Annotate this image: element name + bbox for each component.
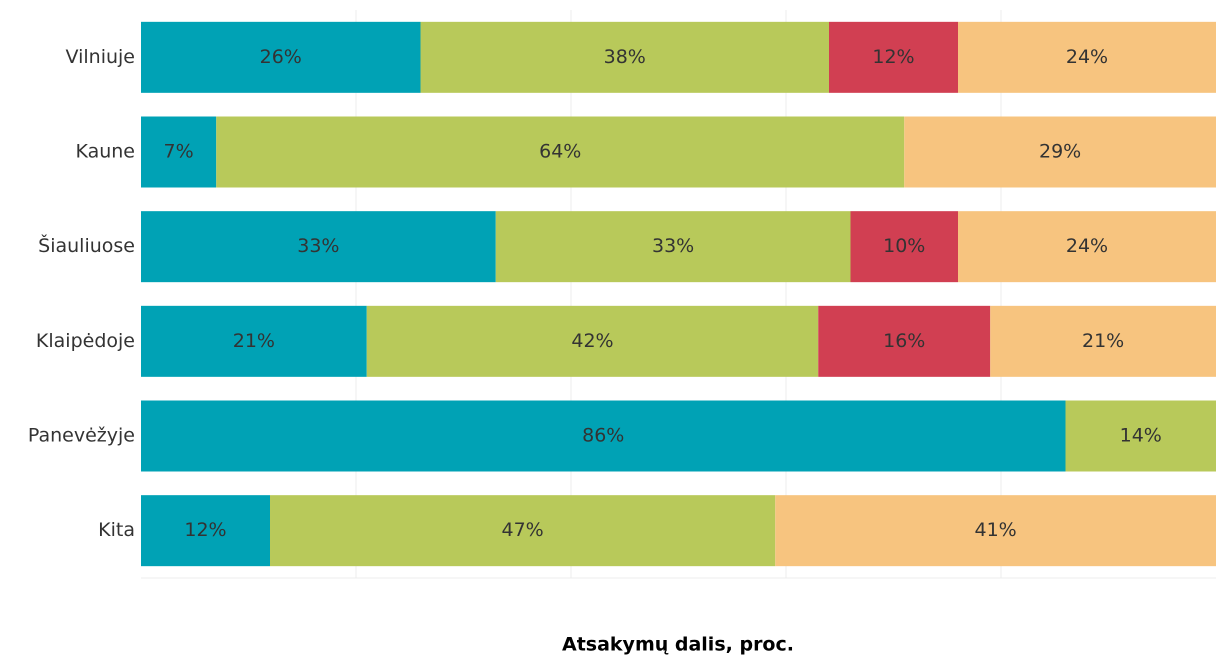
bar-segment	[818, 305, 991, 377]
bar-segment	[1065, 400, 1216, 472]
bar-segment	[958, 21, 1216, 93]
value-label: 29%	[1039, 141, 1081, 163]
value-label: 33%	[652, 235, 694, 257]
value-label: 64%	[539, 141, 581, 163]
value-label: 12%	[872, 46, 914, 68]
bar-segment	[141, 116, 217, 188]
x-axis-label: Atsakymų dalis, proc.	[562, 634, 794, 655]
value-label: 33%	[297, 235, 339, 257]
y-tick-label: Kita	[98, 519, 135, 541]
value-label: 12%	[184, 519, 226, 541]
value-label: 41%	[975, 519, 1017, 541]
value-label: 42%	[571, 330, 613, 352]
bar-segment	[775, 495, 1216, 567]
bar-segment	[904, 116, 1216, 188]
bar-segment	[495, 211, 851, 283]
bar-segment	[141, 400, 1066, 472]
bar-segment	[141, 21, 421, 93]
value-label: 16%	[883, 330, 925, 352]
bar-segment	[141, 211, 496, 283]
value-label: 86%	[582, 425, 624, 447]
y-tick-label: Panevėžyje	[28, 425, 135, 447]
value-label: 21%	[1082, 330, 1124, 352]
bar-segment	[141, 305, 367, 377]
bar-segment	[850, 211, 958, 283]
y-tick-label: Kaune	[75, 141, 135, 163]
value-label: 24%	[1066, 46, 1108, 68]
value-label: 24%	[1066, 235, 1108, 257]
value-label: 26%	[260, 46, 302, 68]
bar-segment	[829, 21, 958, 93]
bar-segment	[366, 305, 819, 377]
bar-segment	[420, 21, 829, 93]
value-label: 10%	[883, 235, 925, 257]
bar-segment	[141, 495, 270, 567]
bar-segment	[216, 116, 905, 188]
value-label: 38%	[604, 46, 646, 68]
bar-segment	[958, 211, 1216, 283]
y-tick-label: Šiauliuose	[38, 233, 135, 257]
value-label: 14%	[1120, 425, 1162, 447]
bar-segment	[990, 305, 1216, 377]
value-label: 47%	[502, 519, 544, 541]
y-tick-label: Vilniuje	[66, 46, 135, 68]
y-tick-label: Klaipėdoje	[36, 330, 135, 352]
value-label: 21%	[233, 330, 275, 352]
bar-segment	[270, 495, 776, 567]
value-label: 7%	[164, 141, 194, 163]
